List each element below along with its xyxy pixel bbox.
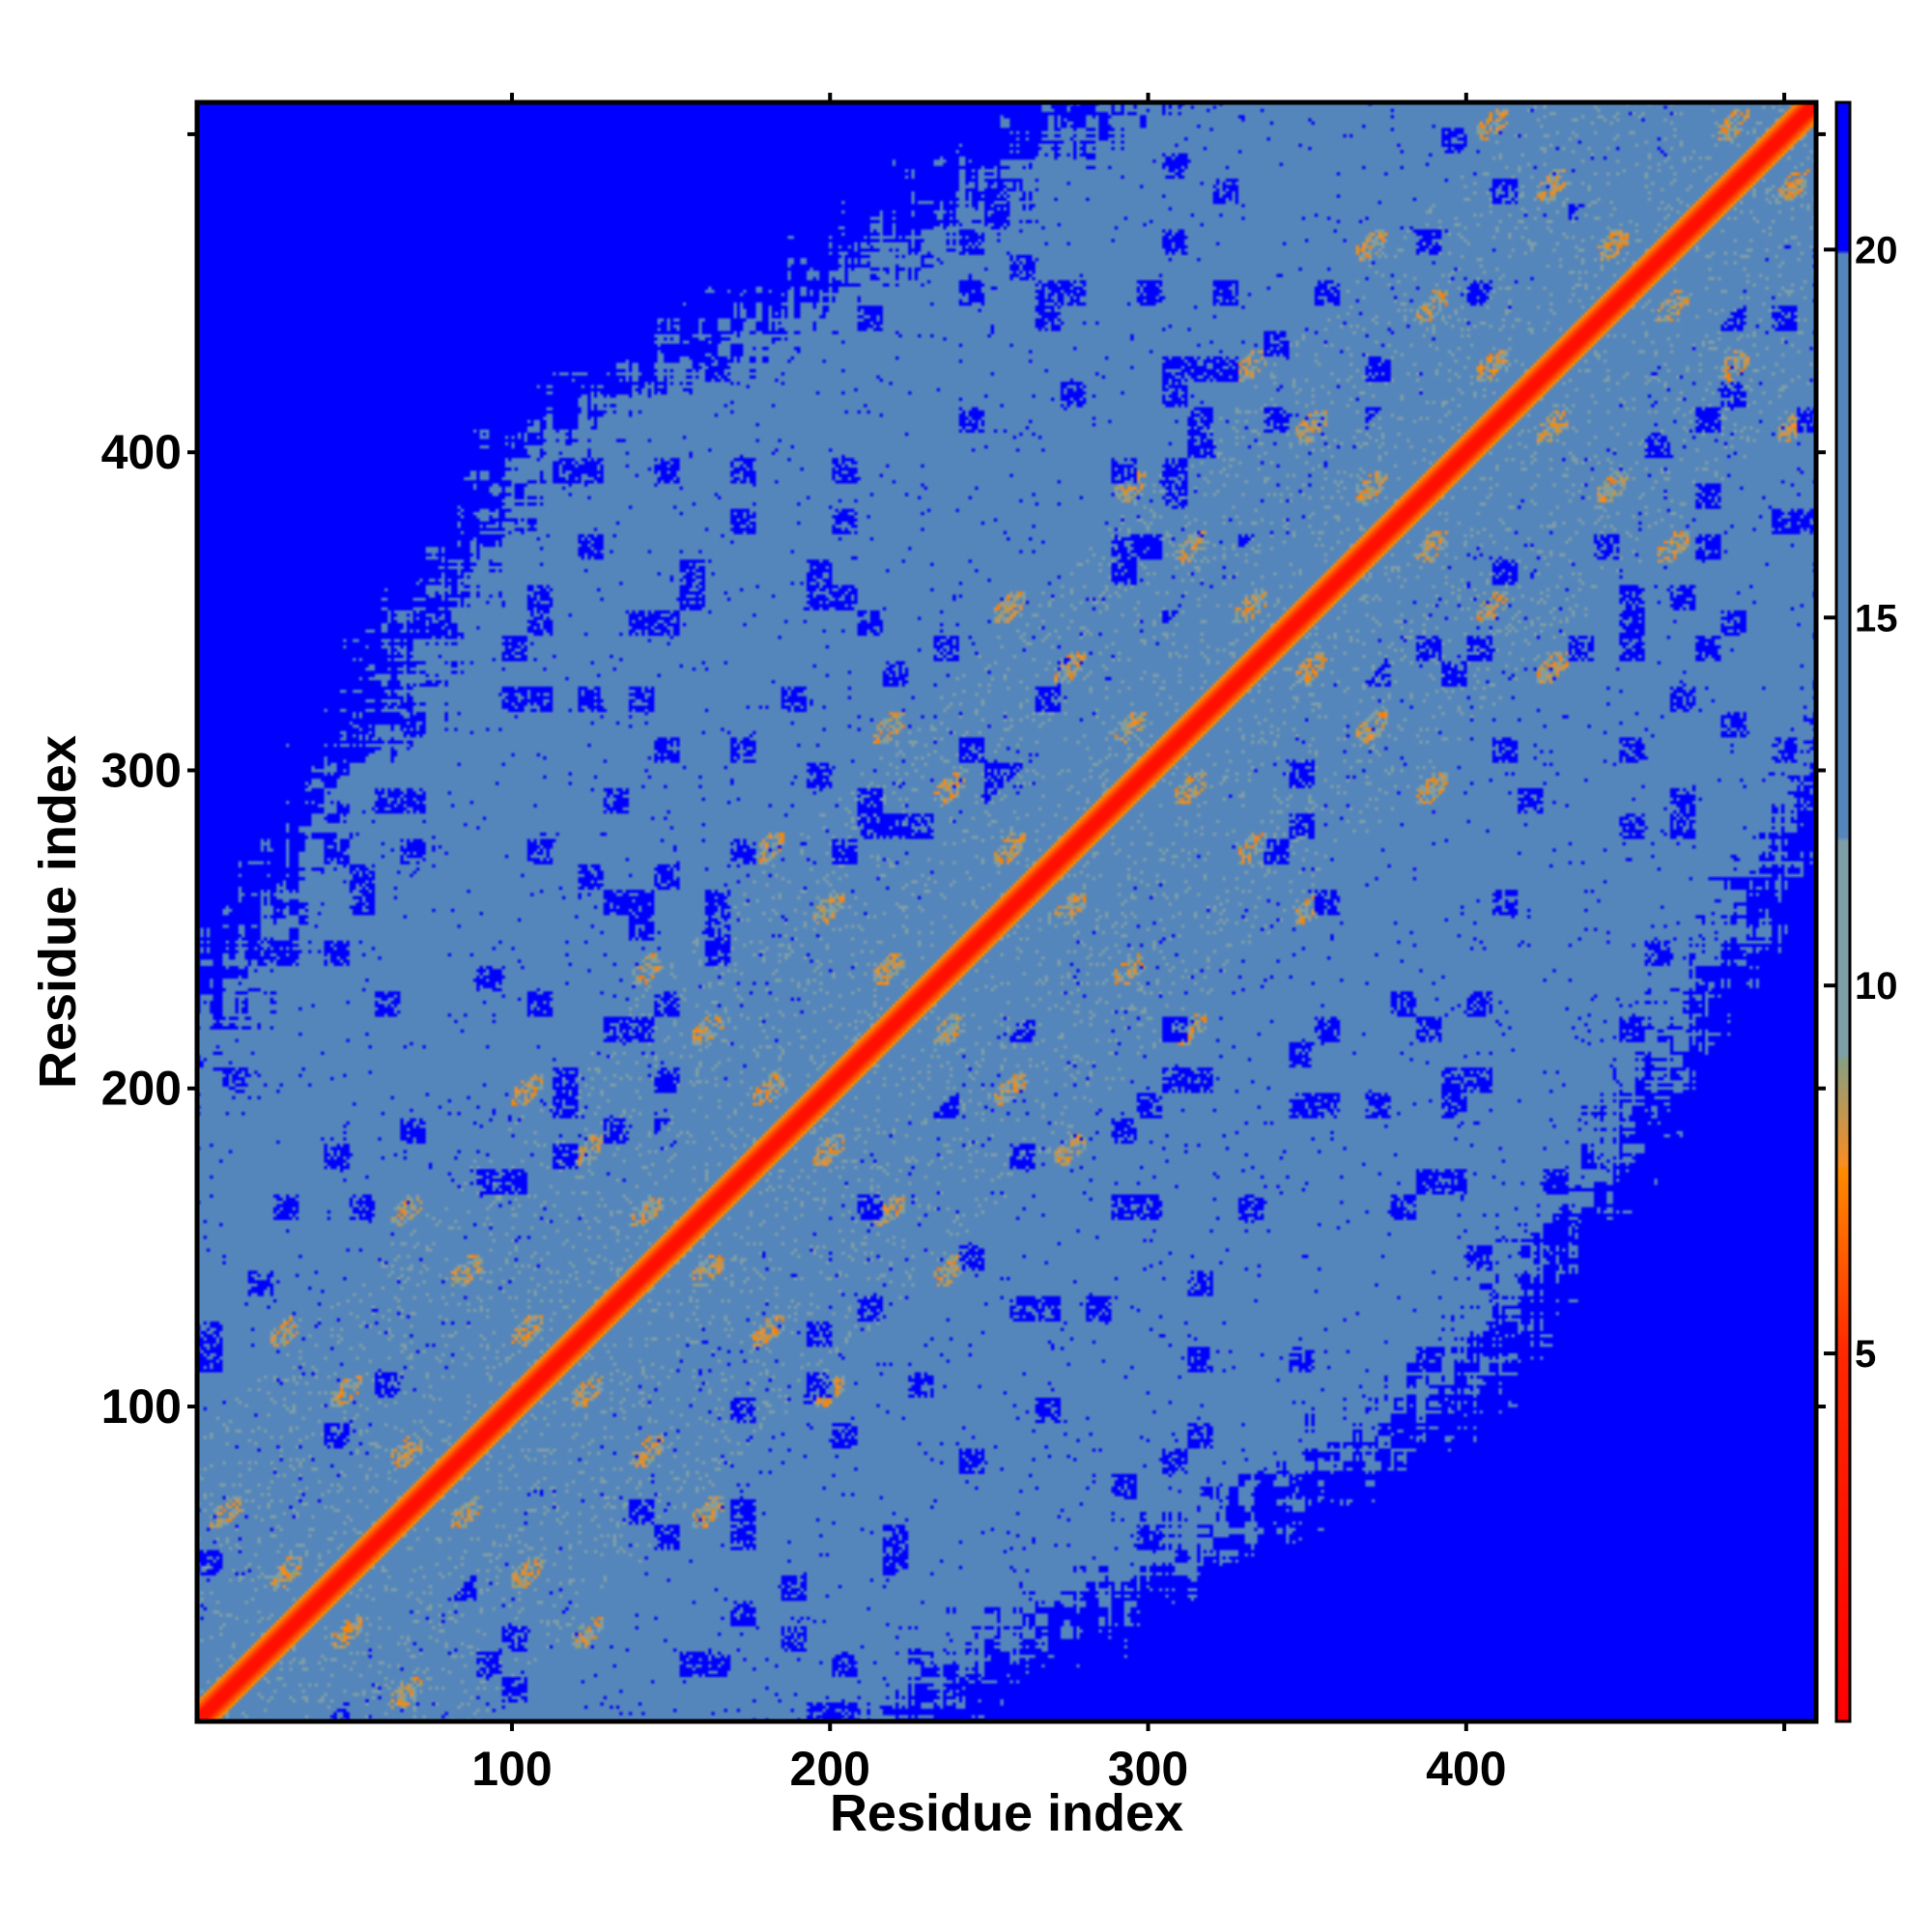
x-axis: 100 200 300 400 xyxy=(471,93,1787,1796)
y-tick-label: 300 xyxy=(101,743,182,797)
y-axis-title: Residue index xyxy=(29,735,87,1089)
colorbar-axis: 5 10 15 20 xyxy=(1824,229,1898,1376)
x-tick-label: 300 xyxy=(1108,1742,1188,1796)
x-tick-label: 200 xyxy=(790,1742,870,1796)
colorbar-tick-label: 15 xyxy=(1855,597,1898,639)
colorbar xyxy=(1836,102,1850,1721)
x-tick-label: 400 xyxy=(1426,1742,1506,1796)
y-axis: 100 200 300 400 xyxy=(101,131,1826,1434)
colorbar-tick-label: 5 xyxy=(1855,1333,1876,1376)
y-tick-label: 400 xyxy=(101,425,182,479)
y-tick-label: 200 xyxy=(101,1062,182,1116)
heatmap xyxy=(197,102,1816,1721)
x-axis-title: Residue index xyxy=(830,1784,1183,1842)
y-tick-label: 100 xyxy=(101,1379,182,1434)
colorbar-frame xyxy=(1834,100,1852,1723)
colorbar-tick-label: 20 xyxy=(1855,229,1898,271)
colorbar-tick-label: 10 xyxy=(1855,965,1898,1008)
plot-frame xyxy=(194,99,1819,1724)
x-tick-label: 100 xyxy=(471,1742,552,1796)
